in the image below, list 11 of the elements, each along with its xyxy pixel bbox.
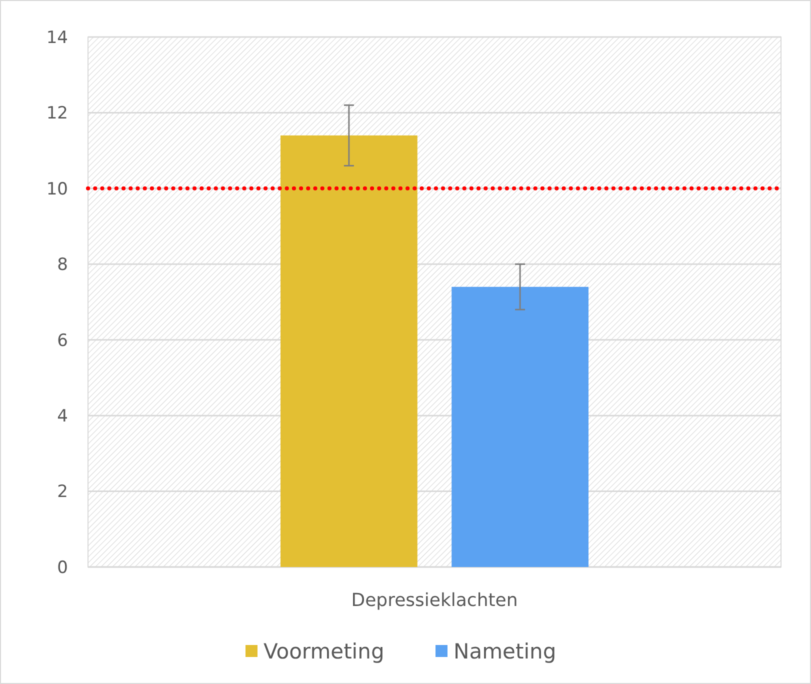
y-tick-label: 4 xyxy=(57,406,68,427)
y-tick-label: 8 xyxy=(57,255,68,276)
y-tick-label: 10 xyxy=(46,179,68,200)
x-tick-label: Depressieklachten xyxy=(351,590,518,611)
y-tick-label: 0 xyxy=(57,558,68,578)
legend-label: Voormeting xyxy=(264,639,384,664)
y-tick-label: 12 xyxy=(46,104,68,124)
y-tick-label: 2 xyxy=(57,482,68,502)
y-tick-label: 6 xyxy=(57,330,68,351)
legend-label: Nameting xyxy=(454,639,556,664)
y-tick-label: 14 xyxy=(46,28,68,48)
